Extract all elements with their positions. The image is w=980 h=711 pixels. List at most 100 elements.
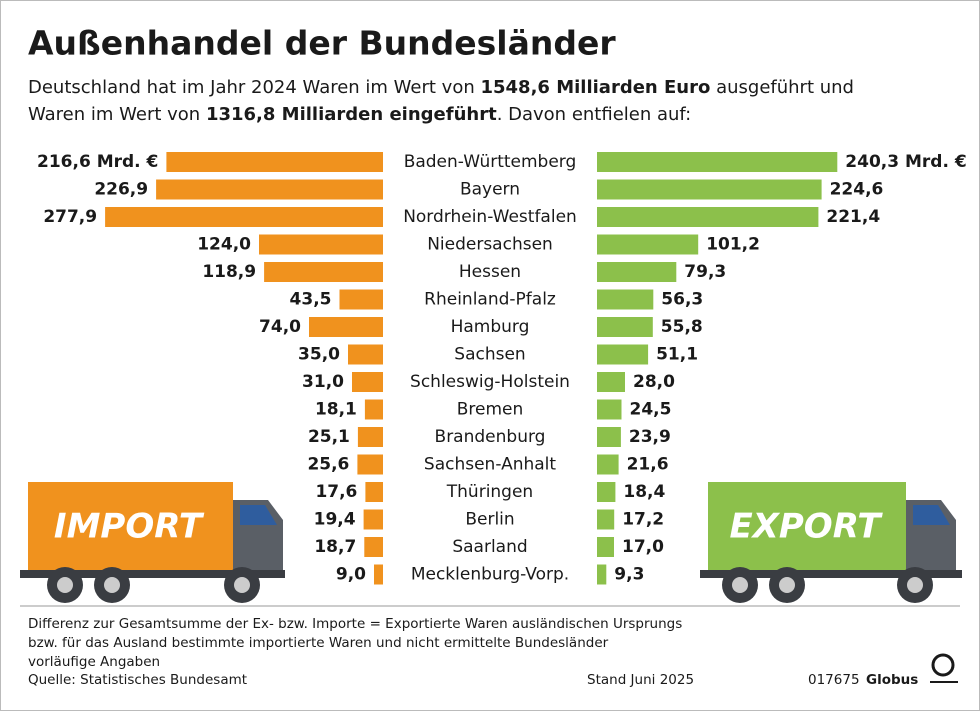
series-label: IMPORT [54, 507, 205, 547]
import-truck [20, 482, 285, 603]
value-label: 224,6 [830, 180, 884, 200]
category-label: Berlin [465, 510, 514, 530]
bar [597, 564, 607, 585]
value-label: 19,4 [314, 510, 356, 530]
value-label: 124,0 [197, 235, 251, 255]
bar [339, 289, 383, 310]
bar [597, 207, 819, 227]
subtitle-part: 1316,8 Milliarden eingeführt [206, 104, 497, 125]
chart-title: Außenhandel der Bundesländer [28, 24, 616, 63]
bar [597, 317, 653, 337]
bar [374, 564, 383, 585]
value-label: 216,6 Mrd. € [37, 152, 158, 172]
value-label: 79,3 [684, 262, 726, 282]
value-label: 18,1 [315, 400, 357, 420]
category-label: Baden-Württemberg [404, 152, 577, 172]
bar [365, 482, 383, 502]
category-label: Hamburg [451, 317, 530, 337]
bar [363, 509, 383, 530]
category-label: Sachsen [454, 345, 525, 365]
bar [597, 427, 621, 447]
category-label: Niedersachsen [427, 235, 553, 255]
value-label: 55,8 [661, 317, 703, 337]
value-label: 24,5 [630, 400, 672, 420]
bar [352, 372, 383, 392]
value-label: 25,1 [308, 427, 350, 447]
value-label: 51,1 [656, 345, 698, 365]
value-label: 56,3 [661, 290, 703, 310]
value-label: 277,9 [43, 207, 97, 227]
date: Stand Juni 2025 [587, 672, 694, 688]
brand: Globus [866, 672, 918, 688]
notes: Differenz zur Gesamtsumme der Ex- bzw. I… [28, 616, 682, 670]
note: bzw. für das Ausland bestimmte importier… [28, 635, 609, 651]
bar [259, 234, 383, 255]
bar [309, 317, 383, 337]
bar [597, 537, 614, 557]
bar [105, 207, 383, 227]
value-label: 18,4 [623, 482, 665, 502]
value-label: 31,0 [302, 372, 344, 392]
note: Differenz zur Gesamtsumme der Ex- bzw. I… [28, 616, 682, 632]
value-label: 23,9 [629, 427, 671, 447]
value-label: 9,3 [614, 565, 644, 585]
subtitle-line: Deutschland hat im Jahr 2024 Waren im We… [28, 77, 854, 98]
category-label: Mecklenburg-Vorp. [411, 565, 569, 585]
value-label: 9,0 [336, 565, 366, 585]
bar [364, 537, 383, 557]
category-label: Rheinland-Pfalz [424, 290, 556, 310]
subtitle-part: ausgeführt und [710, 77, 854, 98]
value-label: 74,0 [259, 317, 301, 337]
value-label: 18,7 [314, 537, 356, 557]
category-label: Sachsen-Anhalt [424, 455, 556, 475]
value-label: 226,9 [94, 180, 148, 200]
subtitle: Deutschland hat im Jahr 2024 Waren im We… [28, 77, 854, 125]
bar [597, 482, 616, 502]
bar [264, 262, 383, 282]
brand-logo [930, 653, 958, 683]
category-label: Brandenburg [435, 427, 546, 447]
value-label: 17,0 [622, 537, 664, 557]
category-label: Bayern [460, 180, 520, 200]
value-label: 240,3 Mrd. € [845, 152, 966, 172]
subtitle-part: Deutschland hat im Jahr 2024 Waren im We… [28, 77, 480, 98]
note: vorläufige Angaben [28, 654, 160, 670]
bar [364, 399, 383, 420]
bar [357, 427, 383, 447]
category-label: Bremen [457, 400, 524, 420]
category-label: Schleswig-Holstein [410, 372, 570, 392]
bar [597, 179, 822, 200]
subtitle-part: 1548,6 Milliarden Euro [480, 77, 710, 98]
category-label: Nordrhein-Westfalen [403, 207, 577, 227]
bar [597, 454, 619, 475]
value-label: 17,6 [315, 482, 357, 502]
value-label: 17,2 [622, 510, 664, 530]
bar [156, 179, 383, 200]
value-label: 25,6 [307, 455, 349, 475]
subtitle-part: . Davon entfielen auf: [497, 104, 691, 125]
bar [597, 289, 654, 310]
bar [166, 152, 383, 172]
bar [597, 152, 838, 172]
subtitle-line: Waren im Wert von 1316,8 Milliarden eing… [28, 104, 691, 125]
value-label: 118,9 [202, 262, 256, 282]
bar [597, 234, 699, 255]
value-label: 28,0 [633, 372, 675, 392]
bar [357, 454, 383, 475]
category-label: Hessen [459, 262, 521, 282]
bar [597, 372, 625, 392]
value-label: 21,6 [627, 455, 669, 475]
bar [597, 344, 649, 365]
bar [348, 344, 383, 365]
code: 017675 [808, 672, 860, 688]
value-label: 101,2 [706, 235, 760, 255]
value-label: 43,5 [290, 290, 332, 310]
series-label: EXPORT [729, 507, 883, 547]
subtitle-part: Waren im Wert von [28, 104, 206, 125]
bar [597, 509, 615, 530]
value-label: 221,4 [826, 207, 880, 227]
category-label: Thüringen [446, 482, 533, 502]
bar [597, 399, 622, 420]
